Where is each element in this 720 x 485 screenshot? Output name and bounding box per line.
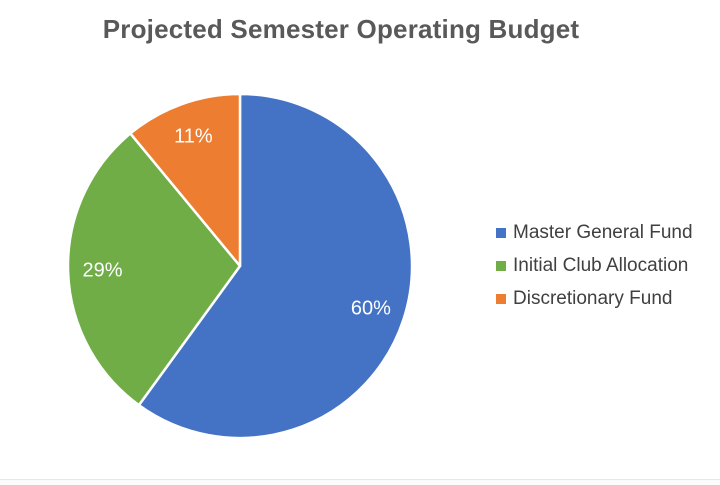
legend-swatch-icon xyxy=(496,294,506,304)
data-label-master-general-fund: 60% xyxy=(351,298,391,320)
legend-label: Discretionary Fund xyxy=(513,288,673,309)
pie-slice-discretionary-fund[interactable] xyxy=(129,92,242,268)
legend-label: Initial Club Allocation xyxy=(513,255,689,276)
pie-slice-master-general-fund[interactable] xyxy=(137,92,414,440)
data-label-discretionary-fund: 11% xyxy=(174,126,213,148)
legend-item-initial-club-allocation[interactable]: Initial Club Allocation xyxy=(496,254,693,278)
legend-item-master-general-fund[interactable]: Master General Fund xyxy=(496,221,693,245)
data-label-initial-club-allocation: 29% xyxy=(82,259,122,281)
legend-label: Master General Fund xyxy=(513,222,693,243)
legend: Master General Fund Initial Club Allocati… xyxy=(496,221,693,311)
pie-slice-initial-club-allocation[interactable] xyxy=(66,132,242,407)
legend-swatch-icon xyxy=(496,228,506,238)
legend-swatch-icon xyxy=(496,261,506,271)
legend-item-discretionary-fund[interactable]: Discretionary Fund xyxy=(496,287,693,311)
bottom-divider xyxy=(0,479,720,480)
chart-title: Projected Semester Operating Budget xyxy=(102,14,580,44)
below-divider-area xyxy=(0,480,720,485)
